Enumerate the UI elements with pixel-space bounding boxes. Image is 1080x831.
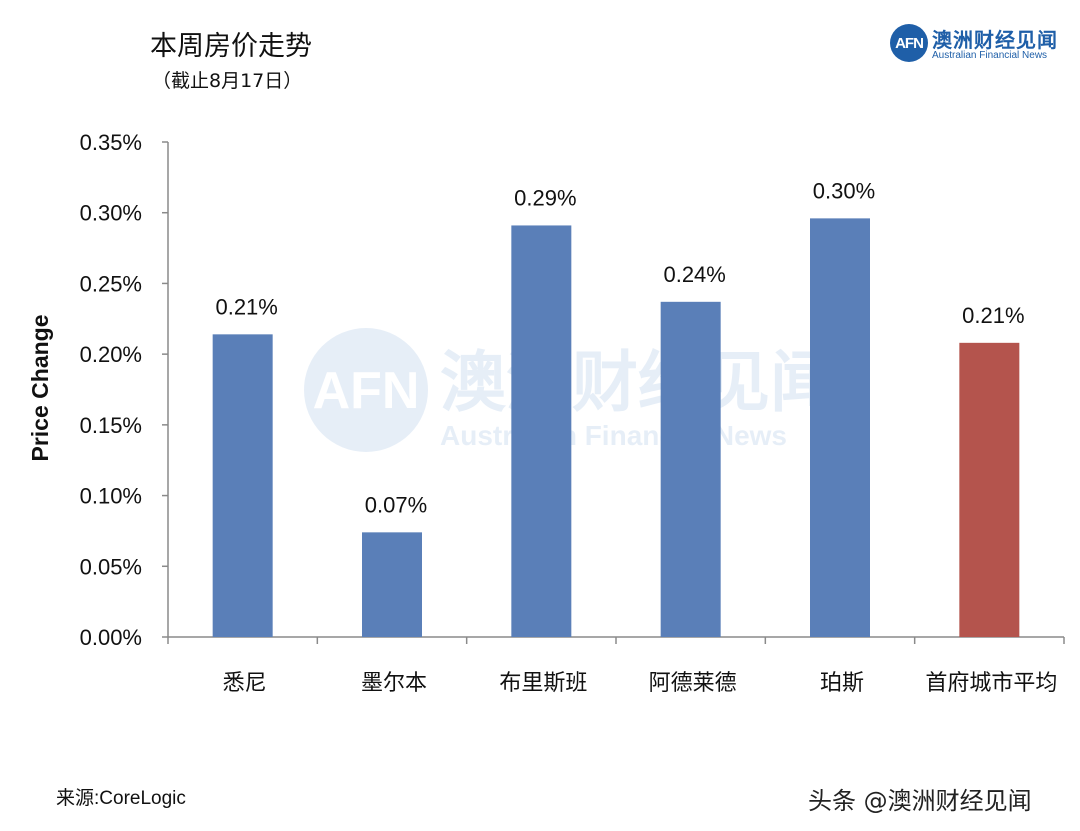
bar <box>660 301 721 637</box>
x-tick-label: 墨尔本 <box>361 671 427 696</box>
bar <box>959 342 1020 637</box>
source-note: 来源:CoreLogic <box>56 788 186 809</box>
watermark-mark: AFN <box>313 362 420 420</box>
data-label: 0.24% <box>663 262 725 287</box>
y-tick-label: 0.35% <box>80 130 142 155</box>
data-labels: 0.21% 悉尼 0.07% 墨尔本 0.29% 布里斯班 0.24% 阿德莱德 0.30% 珀斯… <box>215 178 1057 696</box>
axes: 0.00% 0.05% 0.10% 0.15% 0.20% 0.25% 0.30% 0.35% <box>80 130 1065 650</box>
y-tick-label: 0.20% <box>80 342 142 367</box>
y-tick-label: 0.15% <box>80 413 142 438</box>
data-label: 0.30% <box>813 178 875 203</box>
x-tick-label: 悉尼 <box>223 671 267 696</box>
data-label: 0.21% <box>962 303 1024 328</box>
y-tick-label: 0.00% <box>80 625 142 650</box>
platform-credit: 头条 @澳洲财经见闻 <box>808 787 1032 815</box>
afn-logo-icon: AFN <box>890 24 928 62</box>
bar <box>212 334 273 637</box>
x-tick-label: 珀斯 <box>820 671 864 696</box>
watermark-circle <box>304 328 428 452</box>
logo-name-cn: 澳洲财经见闻 <box>932 28 1058 52</box>
x-tick-label: 阿德莱德 <box>649 671 737 696</box>
watermark-name-en: Australian Financial News <box>440 420 787 451</box>
y-tick-label: 0.30% <box>80 201 142 226</box>
y-tick-label: 0.10% <box>80 484 142 509</box>
chart-subtitle: （截止8月17日） <box>152 70 303 92</box>
chart-title: 本周房价走势 <box>150 31 312 62</box>
x-tick-label: 布里斯班 <box>499 671 587 696</box>
data-label: 0.07% <box>365 492 427 517</box>
bars <box>212 218 1020 637</box>
bar <box>810 218 870 637</box>
watermark: AFN 澳洲财经见闻 Australian Financial News <box>304 328 836 452</box>
y-axis-label: Price Change <box>27 315 53 462</box>
logo-name-en: Australian Financial News <box>932 50 1048 61</box>
y-tick-label: 0.05% <box>80 554 142 579</box>
bar <box>511 225 572 637</box>
data-label: 0.21% <box>215 294 277 319</box>
x-tick-label: 首府城市平均 <box>925 671 1057 696</box>
y-tick-label: 0.25% <box>80 271 142 296</box>
afn-logo: AFN 澳洲财经见闻 Australian Financial News <box>890 22 1070 66</box>
data-label: 0.29% <box>514 185 576 210</box>
bar <box>362 532 422 637</box>
watermark-name-cn: 澳洲财经见闻 <box>440 344 836 421</box>
